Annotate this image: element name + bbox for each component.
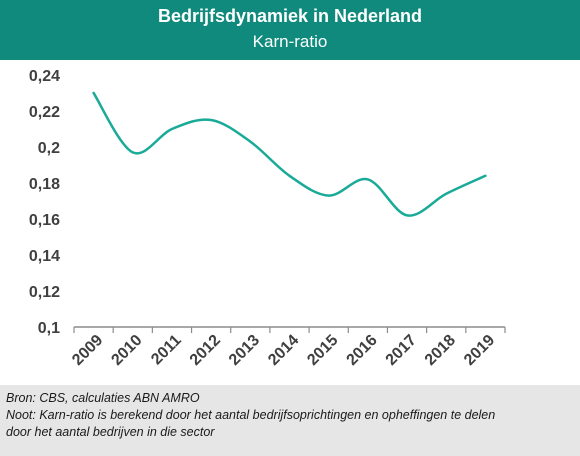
x-tick-label: 2019: [461, 332, 498, 369]
chart-title: Bedrijfsdynamiek in Nederland: [157, 6, 423, 26]
x-tick-label: 2012: [187, 332, 224, 369]
y-tick-label: 0,12: [29, 284, 60, 301]
y-tick-label: 0,18: [29, 176, 60, 193]
series-layer: [92, 91, 487, 217]
chart-header: Bedrijfsdynamiek in Nederland Karn-ratio: [0, 0, 580, 60]
x-tick-label: 2016: [344, 332, 381, 369]
karn-ratio-line: [92, 91, 487, 217]
y-tick-label: 0,2: [38, 140, 60, 157]
x-tick-label: 2013: [226, 332, 263, 369]
method-note-line1: Noot: Karn-ratio is berekend door het aa…: [6, 408, 496, 422]
x-tick-label: 2009: [69, 332, 106, 369]
x-tick-label: 2011: [148, 332, 185, 369]
y-tick-label: 0,1: [38, 320, 60, 337]
y-axis: 0,1 0,12 0,14 0,16 0,18 0,2 0,22 0,24: [29, 68, 60, 337]
x-tick-label: 2017: [383, 332, 420, 369]
x-tick-label: 2018: [422, 332, 459, 369]
x-axis: 2009 2010 2011 2012 2013 2014 2015 2016 2017 2018…: [69, 326, 506, 369]
x-tick-label: 2014: [265, 332, 302, 369]
chart-subtitle: Karn-ratio: [252, 32, 328, 51]
x-tick-label: 2015: [304, 332, 341, 369]
y-tick-label: 0,16: [29, 212, 60, 229]
y-tick-label: 0,24: [29, 68, 60, 85]
y-tick-label: 0,22: [29, 104, 60, 121]
y-tick-label: 0,14: [29, 248, 60, 265]
chart-footer: Bron: CBS, calculaties ABN AMRO Noot: Ka…: [0, 385, 580, 456]
source-note: Bron: CBS, calculaties ABN AMRO: [6, 391, 200, 405]
method-note-line2: door het aantal bedrijven in die sector: [6, 425, 215, 439]
line-chart: 0,10,120,140,160,180,20,220,24 2009 2010 2…: [29, 68, 506, 369]
x-tick-label: 2010: [108, 332, 145, 369]
